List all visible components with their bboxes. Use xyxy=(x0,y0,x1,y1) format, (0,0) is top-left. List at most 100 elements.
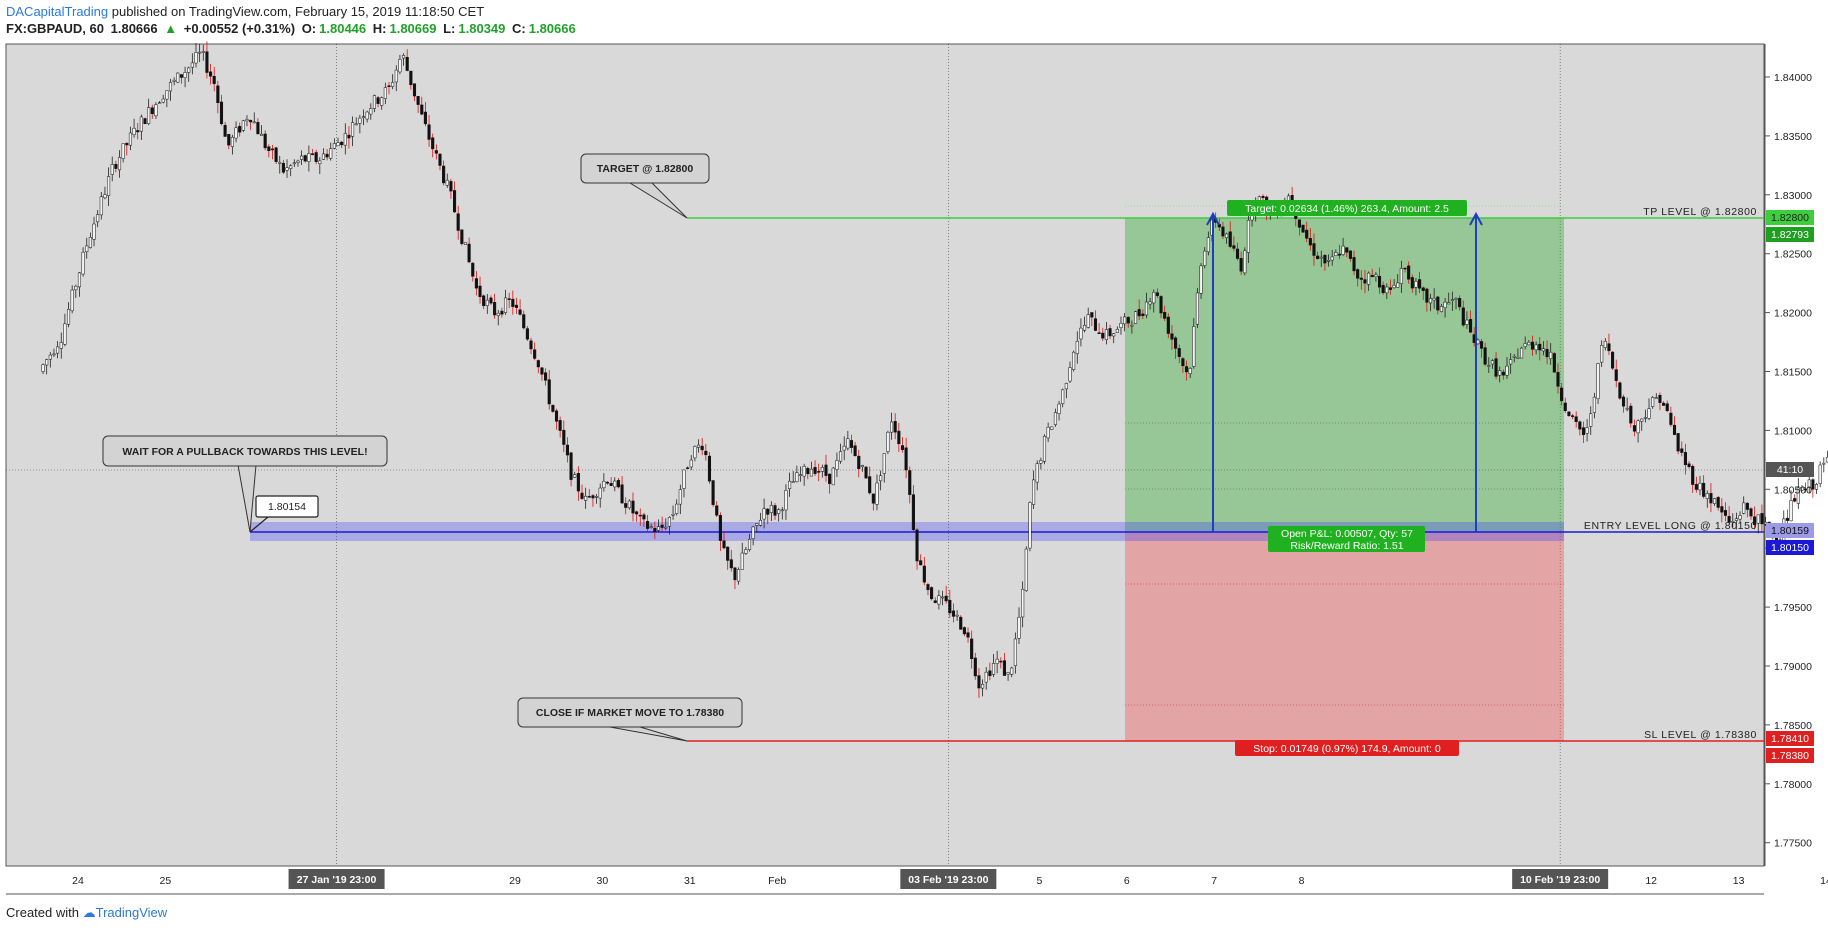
candle-body xyxy=(1330,256,1334,261)
entry-price-text: 1.80150 xyxy=(1771,542,1809,554)
tradingview-logo-icon[interactable]: ☁ xyxy=(82,905,96,920)
price-axis[interactable] xyxy=(1765,44,1827,866)
time-tick-label: 13 xyxy=(1733,875,1745,887)
candle-body xyxy=(383,87,387,99)
candle-body xyxy=(1002,660,1006,676)
sl-price-text-2: 1.78410 xyxy=(1771,733,1809,745)
low-value: 1.80349 xyxy=(458,21,506,36)
candle-body xyxy=(817,471,821,473)
candle-body xyxy=(1592,396,1596,413)
candle-body xyxy=(988,670,992,677)
time-tick-label: 7 xyxy=(1211,875,1217,887)
candle-body xyxy=(176,72,180,83)
candle-body xyxy=(839,451,843,462)
candle-body xyxy=(860,465,864,468)
open-value: 1.80446 xyxy=(319,21,367,36)
candle-body xyxy=(940,596,945,599)
candle-body xyxy=(1301,224,1305,233)
candle-body xyxy=(496,312,500,316)
candle-body xyxy=(59,342,63,349)
target-stats-text: Target: 0.02634 (1.46%) 263.4, Amount: 2… xyxy=(1245,203,1449,215)
time-axis[interactable] xyxy=(6,867,1764,894)
candle-body xyxy=(1651,397,1655,407)
candle-body xyxy=(223,124,227,137)
candle-body xyxy=(806,468,810,475)
candle-body xyxy=(1104,329,1108,340)
stop-stats-text: Stop: 0.01749 (0.97%) 174.9, Amount: 0 xyxy=(1253,743,1441,755)
candle-body xyxy=(1239,258,1243,272)
candle-body xyxy=(1723,510,1728,516)
candle-body xyxy=(791,481,795,483)
candle-body xyxy=(1206,237,1210,253)
candle-body xyxy=(533,349,537,359)
candle-body xyxy=(365,111,369,120)
candle-body xyxy=(147,107,151,124)
target-note-box xyxy=(580,153,710,184)
candle-body xyxy=(318,160,322,165)
candle-body xyxy=(605,481,610,484)
time-tick-label: 25 xyxy=(160,875,172,887)
candle-body xyxy=(729,559,733,569)
candle-body xyxy=(1334,252,1338,256)
candle-body xyxy=(809,468,813,477)
candle-body xyxy=(103,194,107,199)
candle-body xyxy=(696,444,701,448)
candle-body xyxy=(1090,312,1094,318)
candle-body xyxy=(249,119,253,123)
candle-body xyxy=(194,52,198,64)
time-tick-label: 03 Feb '19 23:00 xyxy=(908,874,988,886)
candle-body xyxy=(1042,436,1047,462)
candle-body xyxy=(376,97,380,104)
candle-body xyxy=(267,146,271,151)
sl-price-tag-2 xyxy=(1766,731,1814,746)
tp-price-text: 1.82800 xyxy=(1771,212,1809,224)
tp-price-text-2: 1.82793 xyxy=(1771,229,1809,241)
open-label: O: xyxy=(301,21,317,36)
candle-body xyxy=(77,272,82,288)
author-link[interactable]: DACapitalTrading xyxy=(6,4,109,19)
candle-body xyxy=(1363,279,1367,284)
candle-body xyxy=(485,299,489,306)
candle-body xyxy=(620,484,624,504)
candle-body xyxy=(125,142,129,146)
tradingview-link[interactable]: TradingView xyxy=(95,905,168,920)
price-tick-label: 1.82500 xyxy=(1774,249,1812,261)
candle-body xyxy=(635,511,639,515)
candle-body xyxy=(442,165,446,184)
candle-body xyxy=(1177,348,1181,357)
candle-body xyxy=(773,505,777,516)
candle-body xyxy=(329,148,333,159)
candle-body xyxy=(216,85,220,103)
price-callout-box xyxy=(255,495,319,518)
candle-body xyxy=(1822,462,1826,465)
candle-body xyxy=(321,153,325,160)
candle-body xyxy=(325,153,329,158)
candle-body xyxy=(948,600,952,614)
candle-body xyxy=(1097,332,1101,334)
candle-body xyxy=(693,446,697,459)
candle-body xyxy=(973,657,977,677)
candle-body xyxy=(1028,502,1032,549)
candle-body xyxy=(798,474,803,476)
candle-body xyxy=(977,675,981,689)
price-tick-label: 1.82000 xyxy=(1774,308,1812,320)
candle-body xyxy=(358,117,362,124)
candle-body xyxy=(722,540,726,549)
candle-body xyxy=(991,663,996,675)
price-tick-label: 1.83500 xyxy=(1774,131,1812,143)
candle-body xyxy=(398,59,402,73)
candle-body xyxy=(478,285,482,297)
price-tick-label: 1.77500 xyxy=(1774,838,1812,850)
candle-body xyxy=(849,440,854,448)
candle-body xyxy=(1381,284,1385,294)
candle-body xyxy=(1527,342,1531,346)
candle-body xyxy=(63,323,67,345)
candle-body xyxy=(1170,333,1174,340)
candle-body xyxy=(274,147,278,162)
candle-body xyxy=(1738,515,1742,520)
candle-body xyxy=(1428,298,1433,304)
price-tick-label: 1.79500 xyxy=(1774,602,1812,614)
candle-body xyxy=(1337,253,1342,256)
candle-body xyxy=(627,500,631,509)
